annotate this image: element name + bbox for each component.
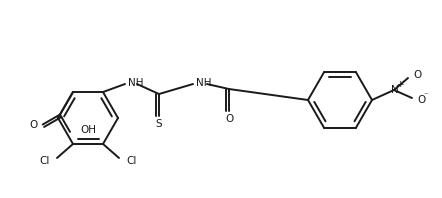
- Text: O: O: [225, 114, 233, 124]
- Text: OH: OH: [80, 125, 96, 135]
- Text: O: O: [413, 70, 421, 80]
- Text: Cl: Cl: [126, 156, 137, 166]
- Text: ⁻: ⁻: [423, 91, 428, 101]
- Text: NH: NH: [128, 78, 144, 88]
- Text: O: O: [30, 120, 38, 129]
- Text: Cl: Cl: [40, 156, 50, 166]
- Text: NH: NH: [196, 78, 212, 88]
- Text: N: N: [391, 85, 399, 95]
- Text: O: O: [417, 95, 425, 105]
- Text: +: +: [396, 80, 404, 89]
- Text: S: S: [156, 119, 162, 129]
